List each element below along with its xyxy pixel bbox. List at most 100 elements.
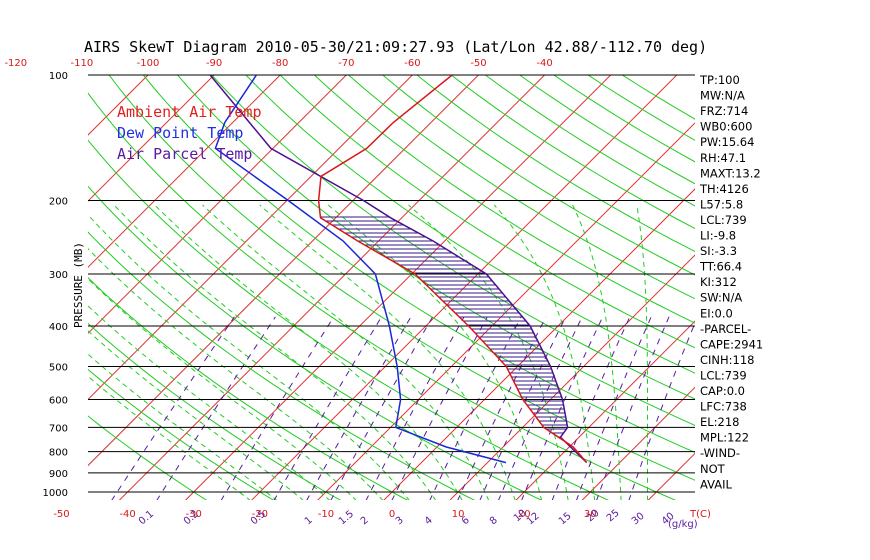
dry-adiabat-line	[347, 75, 695, 300]
index-value: WB0:600	[700, 120, 752, 134]
dry-adiabat-line	[279, 75, 695, 349]
index-value: FRZ:714	[700, 104, 748, 118]
moist-adiabat-line	[88, 375, 251, 500]
dry-adiabat-line	[108, 75, 695, 481]
isotherm-line	[88, 75, 348, 335]
moist-adiabat-line	[327, 204, 543, 500]
top-temp-tick-label: -70	[338, 58, 354, 69]
bottom-temp-tick-label: 20	[518, 509, 531, 520]
mixing-ratio-tick-label: 25	[605, 508, 622, 525]
bottom-temp-tick-label: -30	[186, 509, 202, 520]
index-value: LFC:738	[700, 400, 747, 414]
dry-adiabat-line	[518, 75, 695, 185]
index-value: CAP:0.0	[700, 384, 745, 398]
mixing-ratio-tick-label: 4	[423, 515, 435, 528]
pressure-tick-label: 400	[49, 322, 68, 333]
moist-adiabat-line	[202, 204, 490, 500]
moist-adiabat-line	[88, 353, 278, 500]
pressure-tick-label: 100	[49, 71, 68, 82]
mixing-ratio-line	[628, 321, 695, 500]
bottom-temp-tick-label: 10	[452, 509, 465, 520]
mixing-ratio-tick-label: 6	[460, 515, 472, 528]
dry-adiabat-line	[553, 75, 695, 163]
dry-adiabat-line	[211, 75, 695, 400]
index-value: EL:218	[700, 415, 740, 429]
cape-hatching	[320, 216, 568, 438]
mixing-ratio-line	[596, 316, 670, 500]
y-axis-label: PRESSURE (MB)	[72, 242, 85, 328]
pressure-tick-label: 200	[49, 197, 68, 208]
bottom-temp-tick-label: 30	[584, 509, 597, 520]
isotherm-line	[515, 320, 695, 500]
dry-adiabat-line	[88, 185, 543, 500]
index-value: TP:100	[699, 73, 740, 87]
index-value: SI:-3.3	[700, 244, 737, 258]
moist-adiabat-line	[113, 204, 437, 500]
index-value: LCL:739	[700, 368, 747, 382]
isotherm-line	[317, 122, 695, 500]
pressure-tick-label: 900	[49, 469, 68, 480]
mixing-ratio-tick-label: 2	[359, 515, 371, 528]
mixing-ratio-line	[391, 316, 488, 500]
isotherm-line	[88, 75, 281, 268]
mixing-ratio-tick-label: 0.1	[137, 509, 156, 528]
isotherm-line	[88, 75, 480, 467]
index-value: LI:-9.8	[700, 229, 736, 243]
dry-adiabat-line	[416, 75, 695, 253]
mixing-ratio-line	[551, 316, 631, 500]
isotherm-line	[647, 452, 695, 500]
isotherm-line	[0, 66, 25, 501]
series-line-ambient-air-temp	[317, 75, 588, 464]
legend-item: Ambient Air Temp	[117, 103, 262, 121]
dry-adiabat-line	[88, 139, 610, 500]
mixing-ratio-line	[365, 316, 465, 500]
temp-axis-label: T(C)	[689, 509, 711, 520]
top-temp-tick-label: -100	[137, 58, 160, 69]
index-value: CINH:118	[700, 353, 755, 367]
mixing-ratio-line	[111, 316, 235, 500]
dry-adiabat-line	[88, 368, 275, 500]
legend-item: Dew Point Temp	[117, 124, 243, 142]
profile-lines	[209, 75, 588, 464]
mixing-ratio-tick-label: 30	[630, 511, 647, 528]
pressure-tick-label: 1000	[43, 488, 68, 499]
dry-adiabat-line	[450, 75, 695, 230]
index-value: KI:312	[700, 275, 737, 289]
series-line-air-parcel-temp	[209, 75, 588, 464]
isotherm-line	[184, 75, 612, 500]
pressure-tick-label: 300	[49, 270, 68, 281]
moist-adiabat-line	[636, 204, 649, 500]
index-value: TH:4126	[699, 182, 749, 196]
mixing-ratio-tick-label: 8	[488, 515, 500, 528]
dry-adiabat-line	[88, 415, 208, 500]
legend: Ambient Air Temp Dew Point Temp Air Parcel…	[117, 103, 262, 163]
moist-adiabat-line	[88, 278, 357, 500]
top-temp-tick-label: -80	[272, 58, 288, 69]
top-temp-tick-label: -40	[536, 58, 552, 69]
dry-adiabat-line	[245, 75, 695, 374]
index-value: MW:N/A	[700, 89, 745, 103]
index-value: RH:47.1	[700, 151, 746, 165]
dry-adiabat-line	[313, 75, 695, 324]
moist-adiabat-line	[154, 204, 463, 500]
pressure-tick-label: 700	[49, 423, 68, 434]
dry-adiabat-line	[587, 75, 695, 141]
pressure-tick-label: 800	[49, 448, 68, 459]
mixing-ratio-line	[576, 316, 652, 500]
moist-adiabat-line	[88, 248, 384, 500]
top-temp-tick-label: -110	[71, 58, 94, 69]
top-temp-tick-label: -50	[470, 58, 486, 69]
dry-adiabat-line	[142, 75, 695, 454]
mixing-ratio-tick-label: 1	[303, 515, 315, 528]
mixing-ratio-line	[156, 316, 276, 500]
index-value: L57:5.8	[700, 197, 743, 211]
index-value: -PARCEL-	[700, 322, 751, 336]
top-temp-tick-label: -90	[206, 58, 222, 69]
legend-item: Air Parcel Temp	[117, 145, 252, 163]
mixing-ratio-tick-label: 15	[557, 511, 574, 528]
mixing-ratio-line	[429, 316, 522, 500]
pressure-tick-label: 600	[49, 395, 68, 406]
dry-adiabat-line	[88, 322, 342, 500]
